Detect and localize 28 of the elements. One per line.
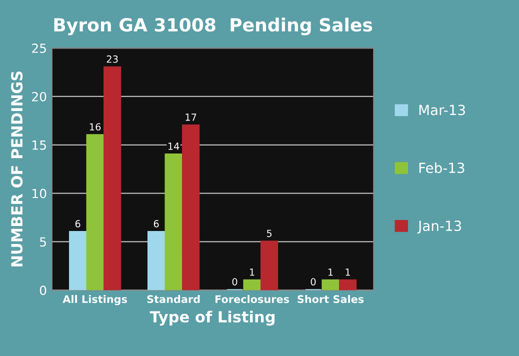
- y-tick-label: 10: [32, 188, 46, 198]
- data-label: 0: [310, 278, 316, 286]
- data-label: 17: [186, 114, 196, 121]
- data-label: 6: [154, 220, 159, 228]
- legend-label: Jan-13: [417, 220, 462, 234]
- y-axis-title: NUMBER OF PENDINGS: [11, 72, 23, 266]
- x-tick-label: All Listings: [62, 295, 128, 306]
- y-tick-label: 0: [40, 286, 46, 296]
- data-label: 14: [168, 142, 180, 150]
- y-tick-label: 20: [32, 92, 46, 102]
- data-label: 1: [250, 268, 254, 276]
- x-tick-label: Foreclosures: [216, 295, 290, 304]
- legend-label: Mar-13: [419, 104, 465, 116]
- chart-title: Byron GA 31008 Pending Sales: [54, 18, 372, 36]
- y-tick-label: 5: [40, 237, 46, 247]
- x-tick-label: Short Sales: [298, 295, 364, 304]
- y-tick-label: 15: [32, 140, 46, 150]
- x-axis-title: Type of Listing: [150, 310, 275, 326]
- data-label: 1: [346, 268, 350, 276]
- data-label: 1: [328, 268, 333, 276]
- data-label: 23: [106, 55, 118, 63]
- data-label: 5: [266, 230, 272, 238]
- data-label: 0: [232, 278, 238, 286]
- legend-label: Feb-13: [419, 162, 464, 174]
- x-tick-label: Standard: [147, 295, 200, 304]
- data-label: 16: [90, 123, 101, 131]
- data-label: 6: [75, 220, 80, 228]
- y-tick-label: 25: [32, 44, 46, 53]
